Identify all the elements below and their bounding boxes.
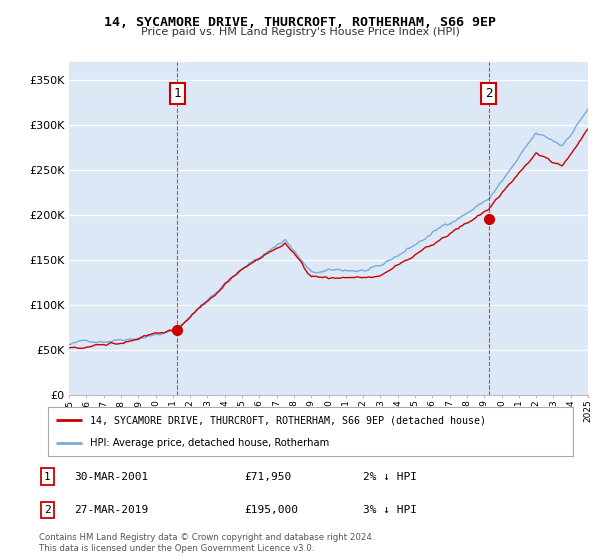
Text: 14, SYCAMORE DRIVE, THURCROFT, ROTHERHAM, S66 9EP (detached house): 14, SYCAMORE DRIVE, THURCROFT, ROTHERHAM… xyxy=(90,416,486,426)
Text: 1: 1 xyxy=(44,472,50,482)
Text: HPI: Average price, detached house, Rotherham: HPI: Average price, detached house, Roth… xyxy=(90,438,329,448)
Text: 27-MAR-2019: 27-MAR-2019 xyxy=(74,505,148,515)
Text: Contains HM Land Registry data © Crown copyright and database right 2024.
This d: Contains HM Land Registry data © Crown c… xyxy=(39,533,374,553)
Text: 2: 2 xyxy=(44,505,50,515)
Text: 14, SYCAMORE DRIVE, THURCROFT, ROTHERHAM, S66 9EP: 14, SYCAMORE DRIVE, THURCROFT, ROTHERHAM… xyxy=(104,16,496,29)
Text: 2% ↓ HPI: 2% ↓ HPI xyxy=(363,472,417,482)
Text: 2: 2 xyxy=(485,87,492,100)
Text: Price paid vs. HM Land Registry's House Price Index (HPI): Price paid vs. HM Land Registry's House … xyxy=(140,27,460,37)
Text: £71,950: £71,950 xyxy=(244,472,292,482)
Text: £195,000: £195,000 xyxy=(244,505,298,515)
Text: 30-MAR-2001: 30-MAR-2001 xyxy=(74,472,148,482)
Text: 3% ↓ HPI: 3% ↓ HPI xyxy=(363,505,417,515)
Text: 1: 1 xyxy=(173,87,181,100)
